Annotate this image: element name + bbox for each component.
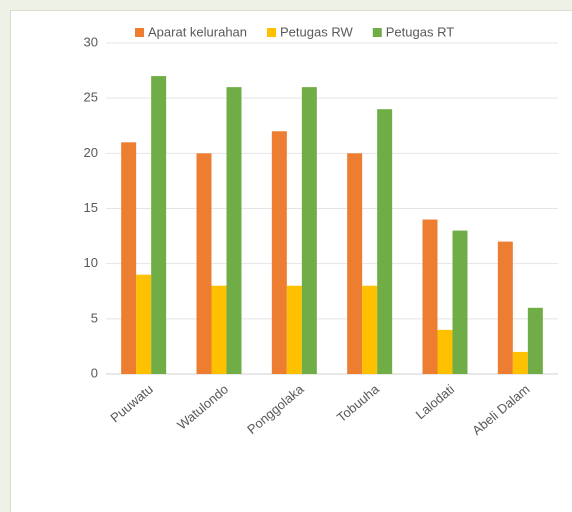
bar [452,230,468,374]
bar [512,351,528,374]
bar [377,109,393,374]
y-tick-label: 25 [84,90,98,105]
y-tick-label: 15 [84,200,98,215]
bar [301,87,317,374]
bar [271,131,287,374]
x-tick-label: Puuwatu [107,381,155,425]
chart-panel [10,10,572,512]
legend-label: Petugas RT [386,24,454,39]
legend-label: Aparat kelurahan [148,24,247,39]
legend-swatch [267,28,277,37]
x-tick-label: Tobuuha [334,381,382,425]
bar [422,219,438,374]
bar [226,87,242,374]
bar [121,142,137,374]
bar [362,285,378,374]
bar [211,285,227,374]
x-tick-label: Lalodati [413,381,458,422]
y-tick-label: 5 [91,310,98,325]
bar [151,76,167,374]
bar [527,307,543,374]
bar [196,153,212,374]
x-tick-label: Abeli Dalam [469,381,532,438]
y-tick-label: 20 [84,145,98,160]
legend-label: Petugas RW [280,24,353,39]
bar [136,274,152,374]
y-tick-label: 0 [91,365,98,380]
x-tick-label: Watulondo [174,381,231,432]
y-tick-label: 10 [84,255,98,270]
legend-swatch [135,28,144,37]
x-tick-label: Ponggolaka [244,381,307,437]
bar [437,329,453,374]
y-tick-label: 30 [84,34,98,49]
bar [286,285,302,374]
bar [347,153,363,374]
legend-swatch [372,28,382,37]
bar [497,241,513,374]
